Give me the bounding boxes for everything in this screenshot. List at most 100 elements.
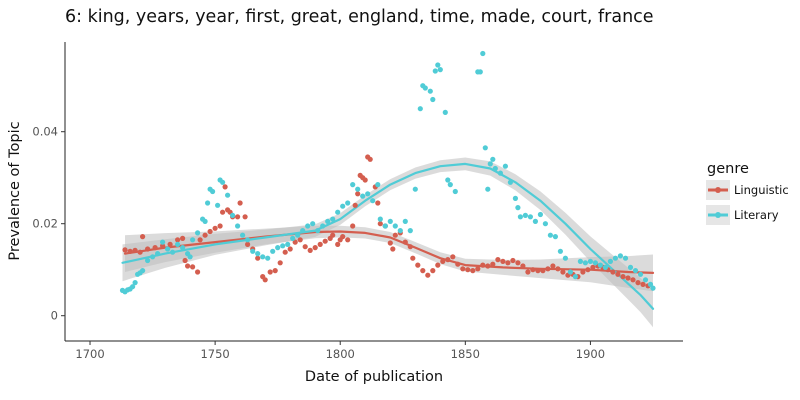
data-point-linguistic: [202, 232, 208, 238]
data-point-literary: [155, 251, 161, 257]
data-point-linguistic: [272, 268, 278, 274]
x-tick-label: 1700: [75, 347, 104, 361]
data-point-linguistic: [392, 232, 398, 238]
data-point-linguistic: [610, 269, 616, 275]
data-point-literary: [557, 248, 564, 254]
data-point-literary: [422, 85, 428, 91]
data-point-literary: [515, 205, 521, 211]
data-point-literary: [435, 62, 441, 68]
x-axis-ticks: 1700 1750 1800 1850 1900: [75, 341, 605, 361]
plot-area: [121, 157, 655, 328]
data-point-literary: [617, 253, 624, 259]
data-point-linguistic: [530, 267, 536, 273]
data-point-literary: [507, 179, 513, 185]
data-point-literary: [145, 257, 151, 264]
data-point-literary: [387, 218, 393, 224]
data-point-linguistic: [480, 262, 486, 268]
data-point-literary: [482, 145, 488, 151]
data-point-literary: [547, 232, 554, 238]
data-point-literary: [517, 214, 524, 220]
data-point-literary: [602, 264, 609, 270]
data-point-linguistic: [312, 245, 318, 251]
data-point-linguistic: [237, 200, 243, 206]
data-point-linguistic: [475, 266, 481, 272]
data-point-literary: [552, 234, 559, 240]
data-point-literary: [582, 260, 589, 266]
data-point-literary: [165, 246, 171, 252]
data-point-linguistic: [255, 255, 261, 261]
data-point-linguistic: [580, 269, 586, 275]
data-point-literary: [210, 188, 216, 195]
data-point-literary: [642, 277, 649, 283]
data-point-literary: [572, 274, 579, 280]
data-point-linguistic: [402, 239, 408, 245]
data-point-linguistic: [535, 268, 541, 274]
data-point-literary: [447, 182, 453, 188]
x-tick-label: 1750: [200, 347, 229, 361]
data-point-linguistic: [220, 209, 226, 215]
trend-line-literary: [121, 162, 655, 310]
legend-label-linguistic: Linguistic: [734, 183, 789, 197]
data-point-literary: [355, 186, 361, 192]
y-axis-ticks: 0 0.02 0.04: [32, 125, 65, 323]
data-point-literary: [650, 285, 656, 291]
data-point-linguistic: [242, 214, 248, 220]
data-point-literary: [280, 243, 286, 249]
data-point-linguistic: [455, 261, 461, 267]
data-point-literary: [427, 88, 433, 94]
data-point-linguistic: [445, 257, 451, 263]
data-point-linguistic: [217, 223, 223, 229]
data-point-literary: [310, 221, 316, 227]
data-point-linguistic: [550, 263, 556, 269]
data-point-linguistic: [122, 247, 128, 253]
data-point-literary: [485, 186, 491, 192]
data-point-literary: [492, 165, 498, 172]
data-point-linguistic: [415, 262, 421, 268]
data-point-linguistic: [302, 244, 308, 250]
data-point-linguistic: [410, 255, 416, 261]
legend-item-linguistic: Linguistic: [706, 180, 789, 200]
data-point-literary: [537, 211, 544, 218]
data-point-linguistic: [390, 246, 396, 252]
data-point-literary: [437, 67, 443, 73]
x-axis-title: Date of publication: [305, 369, 443, 385]
data-point-linguistic: [212, 225, 218, 231]
data-point-literary: [255, 251, 261, 257]
data-point-literary: [315, 228, 321, 234]
data-point-linguistic: [615, 271, 621, 277]
data-point-linguistic: [287, 246, 293, 252]
legend-marker-linguistic: [715, 187, 721, 193]
data-point-literary: [235, 223, 241, 229]
data-point-linguistic: [490, 261, 496, 267]
data-point-literary: [607, 258, 614, 264]
data-point-literary: [487, 161, 493, 167]
data-point-linguistic: [425, 272, 431, 278]
points-layer: [119, 50, 656, 295]
data-point-literary: [230, 212, 236, 218]
data-point-linguistic: [127, 248, 133, 254]
data-point-linguistic: [195, 269, 201, 275]
data-point-literary: [150, 254, 156, 260]
legend-label-literary: Literary: [734, 208, 779, 222]
data-point-literary: [522, 212, 529, 218]
data-point-linguistic: [297, 237, 303, 243]
data-point-linguistic: [267, 269, 273, 275]
data-point-literary: [542, 221, 549, 227]
data-point-linguistic: [222, 184, 228, 190]
legend-marker-literary: [715, 212, 721, 218]
data-point-literary: [592, 260, 599, 266]
data-point-literary: [187, 254, 193, 260]
data-point-linguistic: [185, 263, 191, 269]
data-point-literary: [130, 284, 136, 290]
data-point-linguistic: [322, 238, 328, 244]
data-point-linguistic: [500, 258, 506, 264]
data-point-linguistic: [160, 243, 166, 249]
data-point-literary: [397, 228, 403, 234]
legend: genre Linguistic Literary: [706, 161, 789, 225]
data-point-linguistic: [175, 237, 181, 243]
data-point-linguistic: [520, 263, 526, 269]
data-point-linguistic: [560, 269, 566, 275]
y-axis-title: Prevalence of Topic: [7, 121, 23, 260]
data-point-linguistic: [505, 260, 511, 266]
